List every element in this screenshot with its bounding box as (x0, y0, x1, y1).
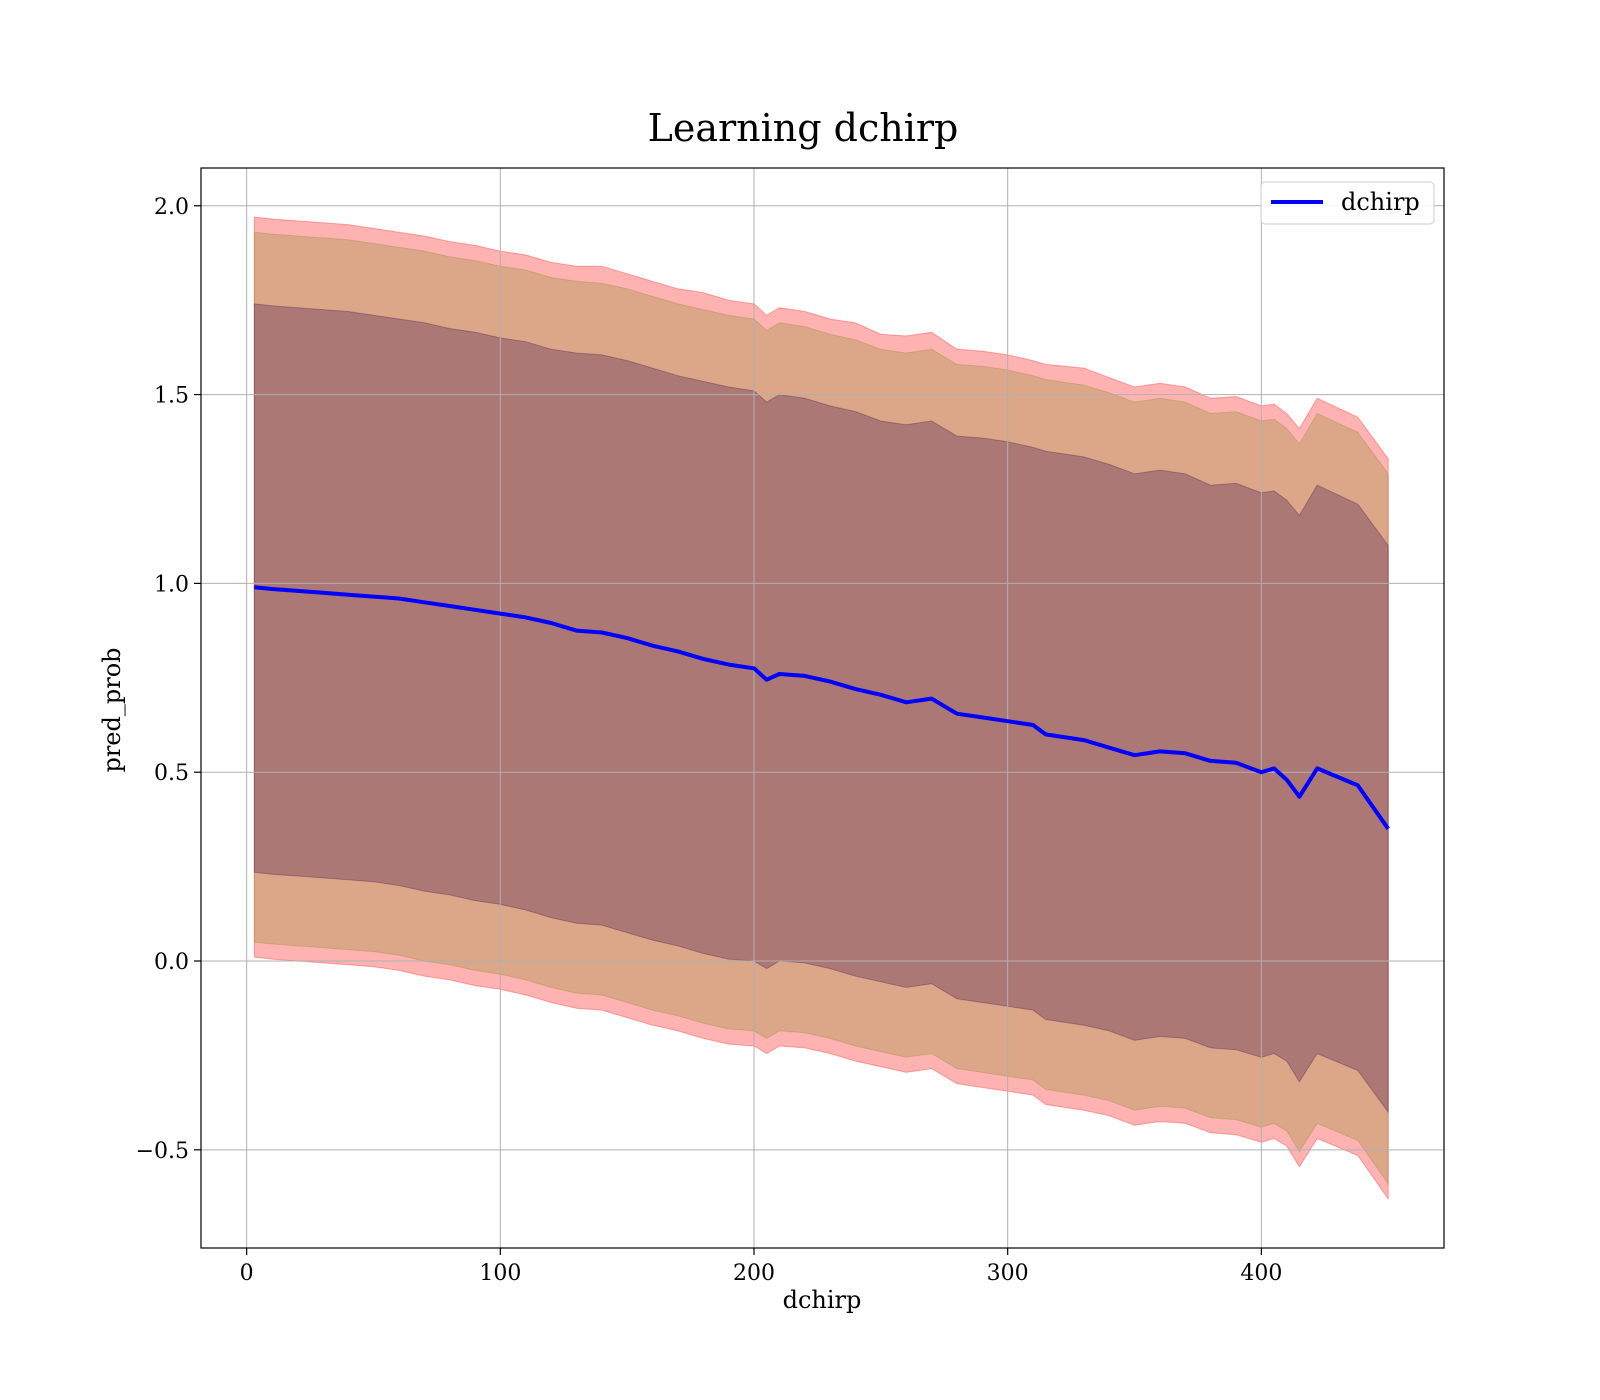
confidence-band-1 (253, 216, 1389, 1201)
x-tick-label: 0 (240, 1261, 254, 1286)
y-tick-label: 1.5 (154, 384, 189, 409)
x-tick-label: 400 (1240, 1261, 1282, 1286)
grid (201, 168, 1444, 1248)
confidence-bands (253, 216, 1389, 1201)
confidence-band-3 (253, 303, 1389, 1114)
x-axis-label: dchirp (783, 1286, 862, 1314)
series-line-dchirp (254, 585, 1390, 830)
legend: dchirp (1260, 181, 1435, 225)
y-tick-label: −0.5 (136, 1139, 189, 1164)
x-tick-label: 300 (987, 1261, 1029, 1286)
legend-box (1260, 181, 1435, 225)
confidence-band-2 (253, 231, 1389, 1186)
x-tick-label: 100 (479, 1261, 521, 1286)
y-axis-label: pred_prob (98, 647, 126, 772)
y-tick-label: 2.0 (154, 195, 189, 220)
chart-title: Learning dchirp (648, 106, 959, 150)
plot-frame (200, 167, 1445, 1249)
legend-label: dchirp (1341, 188, 1420, 216)
series-lines (254, 585, 1390, 830)
axis-ticks: 0 100 200 300 400 −0.5 0.0 0.5 1.0 1.5 2.0 (136, 195, 1283, 1286)
y-tick-label: 1.0 (154, 572, 189, 597)
x-tick-label: 200 (733, 1261, 775, 1286)
y-tick-label: 0.0 (154, 950, 189, 975)
y-tick-label: 0.5 (154, 761, 189, 786)
